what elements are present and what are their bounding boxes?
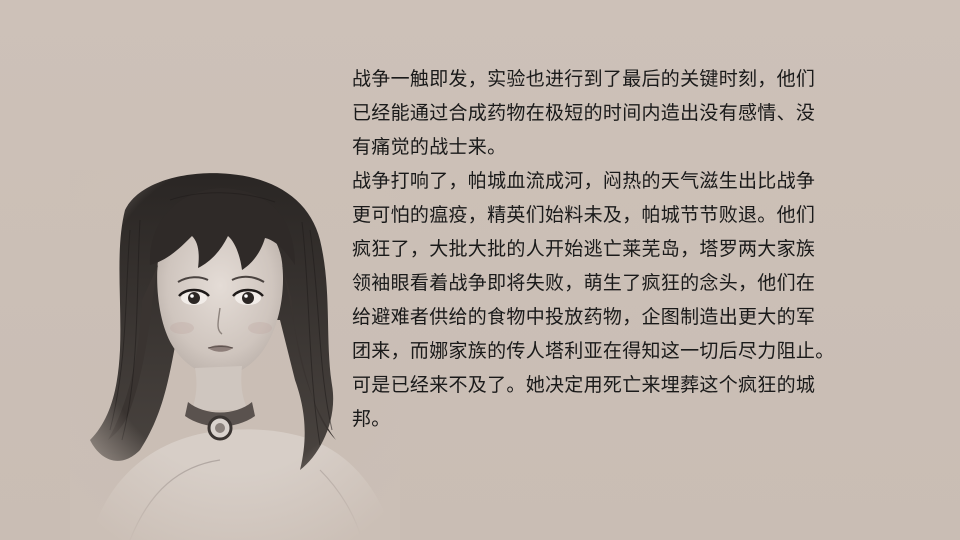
paragraph-2: 战争打响了，帕城血流成河，闷热的天气滋生出比战争 更可怕的瘟疫，精英们始料未及，… (352, 164, 892, 436)
text-line: 可是已经来不及了。她决定用死亡来埋葬这个疯狂的城 (352, 374, 816, 396)
text-line: 邦。 (352, 408, 391, 430)
text-line: 已经能通过合成药物在极短的时间内造出没有感情、没 (352, 102, 816, 124)
text-line: 战争打响了，帕城血流成河，闷热的天气滋生出比战争 (352, 170, 816, 192)
text-line: 战争一触即发，实验也进行到了最后的关键时刻，他们 (352, 68, 816, 90)
text-line: 有痛觉的战士来。 (352, 136, 507, 158)
text-line: 疯狂了，大批大批的人开始逃亡莱芜岛，塔罗两大家族 (352, 238, 816, 260)
text-line: 团来，而娜家族的传人塔利亚在得知这一切后尽力阻止。 (352, 340, 835, 362)
story-text: 战争一触即发，实验也进行到了最后的关键时刻，他们 已经能通过合成药物在极短的时间… (352, 62, 892, 436)
text-line: 更可怕的瘟疫，精英们始料未及，帕城节节败退。他们 (352, 204, 816, 226)
text-line: 给避难者供给的食物中投放药物，企图制造出更大的军 (352, 306, 816, 328)
text-line: 领袖眼看着战争即将失败，萌生了疯狂的念头，他们在 (352, 272, 816, 294)
girl-portrait-illustration (70, 170, 400, 540)
paragraph-1: 战争一触即发，实验也进行到了最后的关键时刻，他们 已经能通过合成药物在极短的时间… (352, 62, 892, 164)
